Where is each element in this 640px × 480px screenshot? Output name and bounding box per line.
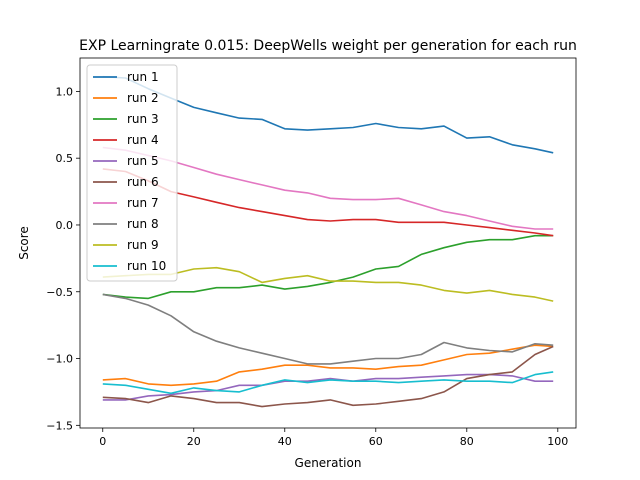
y-axis-label: Score	[17, 226, 31, 260]
y-tick-label: 0.5	[56, 152, 74, 165]
series-line-3	[102, 234, 554, 300]
legend-label-10: run 10	[127, 259, 166, 273]
y-tick-label: 1.0	[56, 85, 74, 98]
y-tick-label: −1.5	[46, 419, 73, 432]
series-line-8	[102, 293, 554, 365]
series-line-7	[102, 146, 554, 230]
legend-label-6: run 6	[127, 175, 159, 189]
legend-label-1: run 1	[127, 70, 159, 84]
legend-label-3: run 3	[127, 112, 159, 126]
x-tick-label: 0	[99, 435, 106, 448]
x-tick-label: 20	[187, 435, 201, 448]
x-tick-label: 80	[460, 435, 474, 448]
x-tick-label: 100	[547, 435, 568, 448]
legend-label-4: run 4	[127, 133, 159, 147]
x-tick-label: 60	[369, 435, 383, 448]
legend: run 1 run 2 run 3 run 4 run 5 run 6 run 7 run 8…	[86, 64, 178, 282]
y-tick-label: 0.0	[56, 219, 74, 232]
chart-title: EXP Learningrate 0.015: DeepWells weight…	[79, 38, 577, 54]
series-line-1	[102, 75, 554, 154]
series-layer	[102, 75, 554, 408]
x-tick-label: 40	[278, 435, 292, 448]
y-axis-ticks: −1.5 −1.0 −0.5 0.0 0.5 1.0	[46, 85, 80, 432]
legend-label-5: run 5	[127, 154, 159, 168]
series-line-9	[102, 266, 554, 302]
legend-label-2: run 2	[127, 91, 159, 105]
series-line-4	[102, 168, 554, 237]
plot-border	[79, 57, 577, 429]
series-line-2	[102, 344, 554, 387]
y-tick-label: −1.0	[46, 353, 73, 366]
y-tick-label: −0.5	[46, 286, 73, 299]
series-line-10	[102, 371, 554, 395]
series-line-5	[102, 373, 554, 401]
x-axis-ticks: 0 20 40 60 80 100	[99, 428, 568, 448]
legend-label-9: run 9	[127, 238, 159, 252]
legend-label-7: run 7	[127, 196, 159, 210]
series-line-6	[102, 345, 554, 408]
x-axis-label: Generation	[295, 456, 362, 470]
legend-label-8: run 8	[127, 217, 159, 231]
